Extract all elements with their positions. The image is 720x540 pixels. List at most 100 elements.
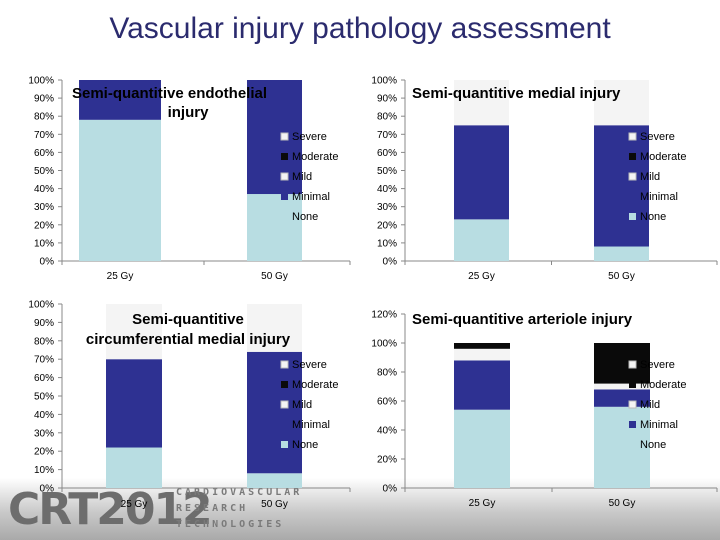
y-tick-label: 20%	[377, 455, 397, 466]
y-tick-label: 80%	[34, 112, 54, 123]
y-tick-label: 0%	[40, 257, 55, 268]
y-tick-label: 20%	[34, 220, 54, 231]
legend-label-none: None	[640, 439, 666, 451]
y-tick-label: 20%	[377, 220, 397, 231]
chart-title: Semi-quantitive	[132, 311, 244, 328]
bar-segment-none	[247, 194, 302, 261]
bar-segment-minimal	[247, 351, 302, 474]
chart-panel-circumferential: 0% 10% 20% 30% 40% 50% 60% 70% 80% 90% 100% 25 Gy 50…	[28, 300, 351, 510]
bar-segment-none	[79, 119, 161, 261]
y-tick-label: 60%	[34, 148, 54, 159]
legend-label-minimal: Minimal	[640, 191, 678, 203]
x-tick-label: 25 Gy	[468, 271, 495, 282]
legend-label-none: None	[640, 211, 666, 223]
y-tick-label: 70%	[34, 355, 54, 366]
bar-segment-minimal	[454, 360, 510, 410]
crt-logo: CRT2012	[8, 484, 213, 535]
chart-panel-endothelial: 0% 10% 20% 30% 40% 50% 60% 70% 80% 90% 100% 25 Gy 50…	[28, 76, 351, 282]
chart-panel-arteriole: 0% 20% 40% 60% 80% 100% 120% 25 Gy 50 Gy Semi-qua…	[371, 310, 718, 509]
legend-label-minimal: Minimal	[292, 419, 330, 431]
legend-label-severe: Severe	[640, 131, 675, 143]
legend-swatch-mild	[280, 400, 289, 409]
bar-segment-mild	[454, 80, 509, 126]
legend-swatch-severe	[628, 360, 637, 369]
page-title: Vascular injury pathology assessment	[109, 12, 611, 45]
legend-swatch-moderate	[629, 153, 636, 160]
y-tick-label: 20%	[34, 447, 54, 458]
y-tick-label: 70%	[34, 130, 54, 141]
legend-label-none: None	[292, 211, 318, 223]
legend-label-minimal: Minimal	[292, 191, 330, 203]
bar-segment-mild	[106, 304, 162, 360]
legend-label-mild: Mild	[292, 171, 312, 183]
legend-label-moderate: Moderate	[292, 379, 338, 391]
x-tick-label: 25 Gy	[469, 498, 496, 509]
chart-title: circumferential medial injury	[86, 331, 291, 348]
y-tick-label: 80%	[34, 336, 54, 347]
legend-swatch-minimal	[629, 421, 636, 428]
y-tick-label: 100%	[28, 76, 54, 87]
legend-swatch-moderate	[281, 381, 288, 388]
legend-label-minimal: Minimal	[640, 419, 678, 431]
legend-label-mild: Mild	[640, 399, 660, 411]
legend-swatch-mild	[628, 172, 637, 181]
y-tick-label: 120%	[371, 310, 397, 321]
legend-swatch-severe	[628, 132, 637, 141]
bar-segment-none	[247, 473, 302, 488]
legend-swatch-moderate	[629, 381, 636, 388]
y-tick-label: 60%	[377, 397, 397, 408]
y-tick-label: 10%	[34, 238, 54, 249]
legend-swatch-none	[281, 213, 288, 220]
y-tick-label: 60%	[377, 148, 397, 159]
y-tick-label: 30%	[377, 202, 397, 213]
legend-label-moderate: Moderate	[640, 151, 686, 163]
legend-label-moderate: Moderate	[292, 151, 338, 163]
legend-label-severe: Severe	[292, 359, 327, 371]
legend-swatch-minimal	[281, 421, 288, 428]
legend-label-mild: Mild	[640, 171, 660, 183]
chart-title: Semi-quantitive arteriole injury	[412, 311, 633, 328]
chart-title: Semi-quantitive medial injury	[412, 85, 621, 102]
x-tick-label: 50 Gy	[261, 499, 288, 510]
legend-label-severe: Severe	[292, 131, 327, 143]
legend-swatch-minimal	[281, 193, 288, 200]
bar-segment-none	[106, 447, 162, 488]
legend-label-none: None	[292, 439, 318, 451]
bar-segment-minimal	[106, 359, 162, 448]
footer-line-2: RESEARCH	[176, 503, 249, 514]
bar-segment-none	[594, 406, 650, 488]
y-tick-label: 90%	[34, 318, 54, 329]
y-tick-label: 70%	[377, 130, 397, 141]
legend-swatch-minimal	[629, 193, 636, 200]
bar-segment-moderate	[454, 343, 510, 349]
legend-label-mild: Mild	[292, 399, 312, 411]
bar-segment-none	[454, 409, 510, 488]
y-tick-label: 0%	[383, 257, 398, 268]
y-tick-label: 50%	[377, 166, 397, 177]
x-tick-label: 50 Gy	[261, 271, 288, 282]
y-tick-label: 60%	[34, 373, 54, 384]
legend-swatch-moderate	[281, 153, 288, 160]
chart-panel-medial: 0% 10% 20% 30% 40% 50% 60% 70% 80% 90% 100% 25 Gy 50…	[371, 76, 718, 282]
y-tick-label: 80%	[377, 368, 397, 379]
y-tick-label: 40%	[34, 410, 54, 421]
legend-swatch-mild	[628, 400, 637, 409]
y-tick-label: 40%	[377, 184, 397, 195]
y-tick-label: 50%	[34, 392, 54, 403]
y-tick-label: 80%	[377, 112, 397, 123]
legend-swatch-none	[629, 213, 636, 220]
bar-segment-mild	[454, 348, 510, 361]
bar-segment-minimal	[79, 80, 161, 120]
footer-line-1: CARDIOVASCULAR	[176, 487, 303, 498]
bar-segment-minimal	[247, 80, 302, 195]
bar-segment-mild	[594, 383, 650, 390]
y-tick-label: 40%	[34, 184, 54, 195]
y-tick-label: 30%	[34, 202, 54, 213]
y-tick-label: 100%	[28, 300, 54, 311]
y-tick-label: 40%	[377, 426, 397, 437]
x-tick-label: 50 Gy	[609, 498, 636, 509]
y-tick-label: 0%	[40, 484, 55, 495]
bar-segment-none	[454, 219, 509, 261]
bar-segment-minimal	[594, 125, 649, 247]
y-tick-label: 10%	[377, 238, 397, 249]
